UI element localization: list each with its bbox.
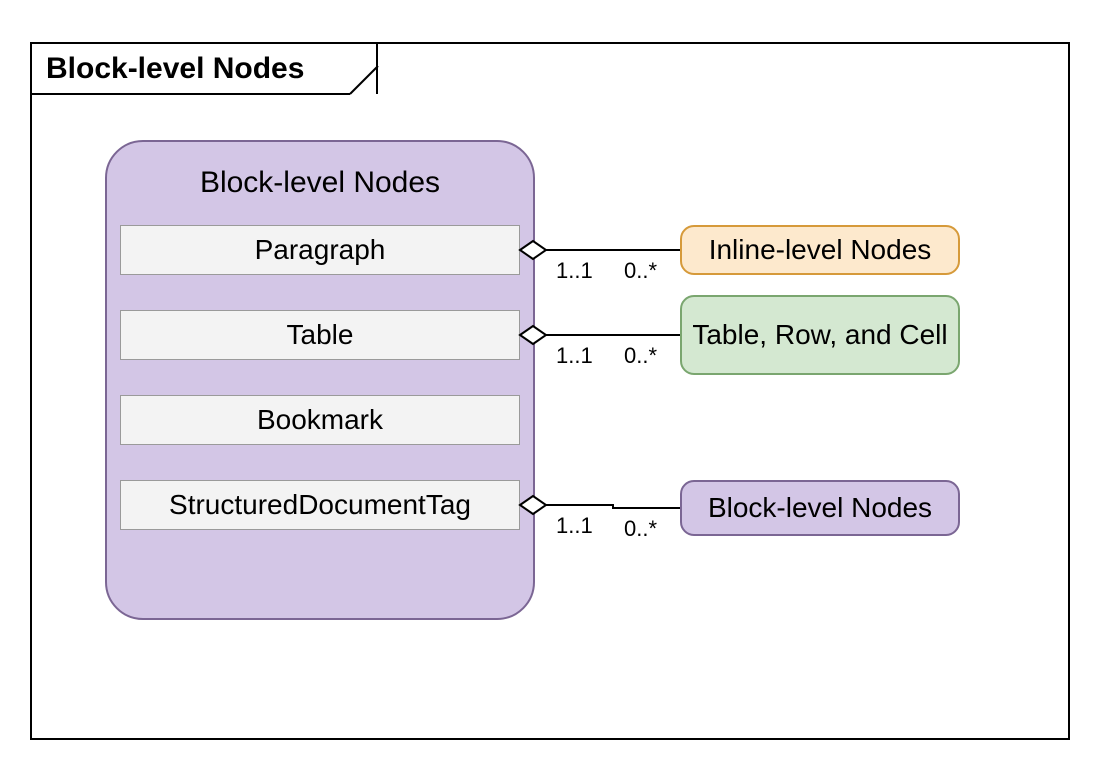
package-frame-tab: Block-level Nodes bbox=[30, 42, 378, 94]
diagram-canvas: Block-level Nodes Block-level Nodes Para… bbox=[0, 0, 1100, 780]
group-item-sdt: StructuredDocumentTag bbox=[120, 480, 520, 530]
multiplicity-source: 1..1 bbox=[556, 513, 593, 539]
target-block: Block-level Nodes bbox=[680, 480, 960, 536]
package-frame-title: Block-level Nodes bbox=[46, 52, 304, 86]
group-item-table: Table bbox=[120, 310, 520, 360]
block-level-nodes-group: Block-level Nodes bbox=[105, 140, 535, 620]
target-inline: Inline-level Nodes bbox=[680, 225, 960, 275]
multiplicity-source: 1..1 bbox=[556, 343, 593, 369]
group-title: Block-level Nodes bbox=[107, 166, 533, 200]
multiplicity-target: 0..* bbox=[624, 258, 657, 284]
group-item-paragraph: Paragraph bbox=[120, 225, 520, 275]
group-item-bookmark: Bookmark bbox=[120, 395, 520, 445]
multiplicity-target: 0..* bbox=[624, 516, 657, 542]
multiplicity-target: 0..* bbox=[624, 343, 657, 369]
target-trc: Table, Row, and Cell bbox=[680, 295, 960, 375]
multiplicity-source: 1..1 bbox=[556, 258, 593, 284]
